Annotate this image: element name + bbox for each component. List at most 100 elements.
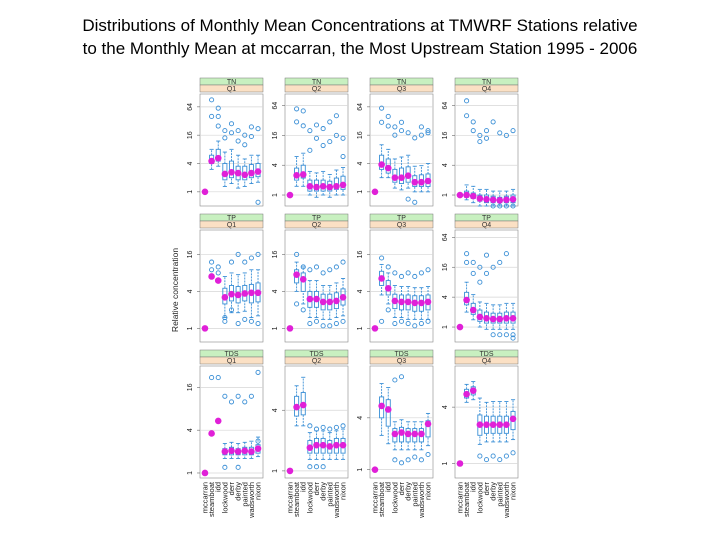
panel-tn-q1-strip-quarter-label: Q1 — [227, 86, 236, 93]
panel-tn-q2-mean-nixon — [339, 181, 347, 189]
panel-tp-q3-outlier-idd-0 — [385, 307, 391, 313]
panel-tds-q4-outlier-wadsworth-0 — [503, 453, 509, 459]
panel-tn-q1-outlier-idd-2 — [215, 105, 221, 111]
panel-tp-q1-strip-quarter-label: Q1 — [227, 222, 236, 229]
panel-tn-q3-outlier-derby-1 — [405, 130, 411, 136]
panel-tp-q4-mean-nixon — [509, 315, 517, 322]
panel-tn-q2-tick-label-64: 64 — [272, 102, 279, 110]
panel-tp-q3-outlier-derr-1 — [398, 318, 405, 324]
panel-tp-q1-outlier-derr-1 — [228, 307, 235, 313]
panel-tp-q2-outlier-nixon-1 — [340, 318, 346, 324]
panel-tp-q4-outlier-wadsworth-0 — [503, 332, 509, 338]
panel-tn-q3-mean-nixon — [424, 177, 432, 185]
panel-tn-q4-mean-steamboat — [463, 191, 470, 199]
panel-tp-q3-strip-quarter — [369, 220, 434, 229]
panel-tds-q1-outlier-idd-0 — [215, 375, 221, 381]
panel-tp-q2-strip-quarter — [284, 220, 349, 229]
panel-tp-q4-mean-derby — [489, 315, 497, 323]
panel-tds-q2-mean-derby — [319, 441, 327, 449]
panel-tn-q4-mean-derby — [489, 196, 497, 204]
panel-tds-q3-station-label-derr: derr — [397, 482, 406, 496]
panel-tds-q2-station-label-idd: idd — [299, 482, 308, 492]
panel-tds-q2-frame — [284, 365, 349, 479]
panel-tds-q1-outlier-wadsworth-0 — [248, 393, 254, 399]
panel-tp-q1-mean-derby — [234, 291, 242, 299]
panel-tds-q4-station-label-lockwood: lockwood — [475, 482, 484, 513]
panel-tn-q4-mean-nixon — [509, 195, 517, 203]
panel-tn-q1-mean-derby — [234, 169, 242, 177]
panel-tn-q1-tick-label-16: 16 — [187, 131, 194, 139]
panel-tds-q3-strip-quarter — [369, 356, 434, 365]
panel-tds-q4-strip-param-label: TDS — [480, 351, 494, 358]
panel-tn-q1-frame — [199, 93, 264, 207]
panel-tds-q1-mean-derr — [228, 447, 235, 455]
panel-tds-q2-strip-quarter — [284, 356, 349, 365]
panel-tn-q2-mean-lockwood — [306, 183, 314, 190]
panel-tn-q4-outlier-steamboat-1 — [464, 113, 470, 119]
panel-tn-q2-mean-derby — [319, 183, 327, 190]
panel-tn-q4-mean-wadsworth — [503, 196, 510, 204]
panel-tn-q1-outlier-derby-0 — [235, 138, 241, 144]
panel-tp-q3-outlier-painted-1 — [412, 273, 418, 280]
panel-tn-q2-outlier-wadsworth-0 — [333, 132, 339, 138]
panel-tp-q4-outlier-painted-0 — [497, 332, 503, 338]
panel-tp-q4-tick-label-1: 1 — [442, 325, 449, 329]
panel-tp-q1-tick-label-16: 16 — [187, 250, 194, 258]
panel-tp-q1-strip-param-label: TP — [227, 215, 236, 222]
panel-tds-q2-mean-steamboat — [293, 403, 300, 411]
panel-tds-q1-outlier-lockwood-0 — [222, 393, 228, 399]
chart-title-line2: to the Monthly Mean at mccarran, the Mos… — [82, 39, 638, 58]
panel-tp-q3-outlier-nixon-1 — [425, 267, 431, 273]
panel-tn-q1-mean-nixon — [254, 168, 262, 175]
panel-tp-q3-tick-label-4: 4 — [357, 289, 364, 293]
panel-tn-q2-mean-steamboat — [293, 172, 300, 179]
panel-tn-q1-mean-mccarran — [201, 188, 209, 196]
panel-tn-q4-outlier-lockwood-1 — [477, 139, 483, 145]
panel-tds-q3-tick-label-1: 1 — [357, 468, 364, 472]
panel-tds-q3-strip-quarter-label: Q3 — [397, 358, 406, 365]
panel-tn-q1-outlier-derr-1 — [228, 121, 235, 127]
panel-tp-q2-outlier-painted-0 — [327, 323, 333, 329]
panel-tn-q1-outlier-lockwood-1 — [222, 128, 228, 134]
panel-tds-q3-mean-derr — [398, 429, 405, 436]
panel-tds-q3-mean-painted — [411, 430, 419, 438]
panel-tds-q4-strip-quarter-label: Q4 — [482, 358, 491, 365]
panel-tds-q2-mean-mccarran — [286, 467, 294, 475]
panel-tn-q4-outlier-derr-0 — [483, 128, 490, 134]
panel-tds-q3-station-label-painted: painted — [410, 482, 419, 507]
panel-tds-q1-station-label-nixon: nixon — [254, 482, 263, 500]
panel-tp-q4-mean-wadsworth — [503, 315, 510, 322]
panel-tp-q4-mean-steamboat — [463, 296, 470, 304]
panel-tds-q3-outlier-nixon-0 — [425, 451, 431, 458]
panel-tp-q2-box-idd — [300, 272, 306, 292]
panel-tds-q1-mean-wadsworth — [248, 448, 255, 455]
panel-tds-q3-station-label-idd: idd — [384, 482, 393, 492]
panel-tds-q3-mean-steamboat — [378, 402, 385, 410]
panel-tp-q1-mean-derr — [228, 290, 235, 298]
panel-tn-q1-outlier-idd-1 — [215, 113, 221, 120]
panel-tn-q3-strip-quarter-label: Q3 — [397, 86, 406, 93]
panel-tds-q4-outlier-nixon-0 — [510, 450, 516, 456]
panel-tn-q2-outlier-derby-0 — [320, 142, 326, 149]
panel-tn-q2-outlier-derby-1 — [320, 126, 326, 132]
panel-tn-q4-mean-derr — [483, 195, 490, 203]
panel-tds-q1-mean-nixon — [254, 445, 262, 452]
panel-tp-q1-mean-idd — [214, 277, 222, 284]
panel-tn-q2-mean-wadsworth — [333, 183, 340, 190]
panel-tn-q1-outlier-derr-0 — [228, 130, 235, 136]
panel-tds-q4-station-label-painted: painted — [495, 482, 504, 507]
panel-tp-q1-outlier-nixon-0 — [255, 320, 261, 327]
panel-tp-q3-mean-mccarran — [371, 325, 379, 332]
panel-tn-q3-outlier-idd-1 — [385, 113, 391, 120]
panel-tn-q2-tick-label-4: 4 — [272, 163, 279, 167]
panel-tn-q3-tick-label-64: 64 — [357, 103, 364, 111]
panel-tds-q2-outlier-derr-1 — [313, 464, 320, 470]
panel-tp-q4-outlier-nixon-1 — [510, 332, 516, 338]
panel-tds-q4-mean-wadsworth — [503, 421, 510, 428]
panel-tn-q2-outlier-nixon-0 — [340, 153, 346, 160]
panel-tds-q2-station-label-mccarran: mccarran — [285, 482, 294, 513]
